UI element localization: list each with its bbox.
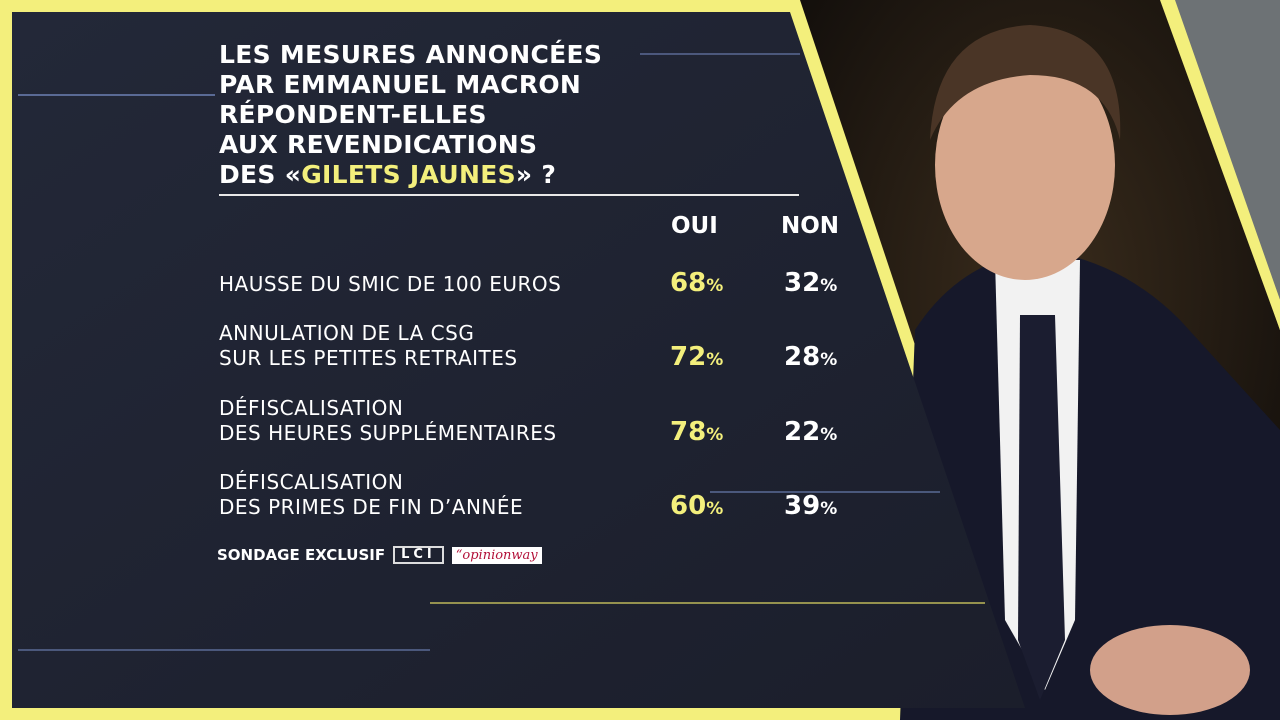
value-oui: 60% (670, 491, 723, 521)
value-number: 32 (784, 268, 821, 298)
row-label: DÉFISCALISATION (219, 470, 404, 494)
value-unit: % (706, 425, 724, 445)
person-photo (900, 25, 1280, 720)
value-number: 68 (670, 268, 707, 298)
divider (219, 194, 799, 196)
footer-label: SONDAGE EXCLUSIF (217, 546, 386, 564)
value-oui: 72% (670, 342, 723, 372)
value-number: 28 (784, 342, 821, 372)
value-oui: 78% (670, 417, 723, 447)
lci-logo: LCI (393, 546, 444, 564)
row-label: SUR LES PETITES RETRAITES (219, 346, 518, 370)
column-header-non: NON (781, 213, 840, 239)
value-non: 32% (784, 268, 837, 298)
column-header-oui: OUI (671, 213, 718, 239)
panel (12, 12, 1025, 708)
row-label: DES HEURES SUPPLÉMENTAIRES (219, 421, 557, 445)
value-number: 78 (670, 417, 707, 447)
accent-stripe (1160, 0, 1280, 330)
headline-line: PAR EMMANUEL MACRON (219, 70, 582, 99)
headline-text: DES « (219, 160, 302, 189)
value-non: 28% (784, 342, 837, 372)
value-unit: % (820, 499, 838, 519)
value-non: 39% (784, 491, 837, 521)
value-unit: % (820, 350, 838, 370)
value-number: 39 (784, 491, 821, 521)
row-label: DES PRIMES DE FIN D’ANNÉE (219, 495, 524, 519)
row-label: ANNULATION DE LA CSG (219, 321, 475, 345)
headline-highlight: GILETS JAUNES (301, 160, 516, 189)
footer: SONDAGE EXCLUSIF LCI “opinionway (217, 546, 542, 564)
value-unit: % (706, 276, 724, 296)
headline-line: LES MESURES ANNONCÉES (219, 40, 603, 69)
row-label: HAUSSE DU SMIC DE 100 EUROS (219, 272, 562, 296)
value-unit: % (820, 276, 838, 296)
value-unit: % (706, 350, 724, 370)
value-unit: % (820, 425, 838, 445)
value-non: 22% (784, 417, 837, 447)
headline-line: DES «GILETS JAUNES» ? (219, 160, 602, 190)
headline-text: » ? (515, 160, 557, 189)
headline: LES MESURES ANNONCÉES PAR EMMANUEL MACRO… (219, 40, 602, 190)
headline-line: RÉPONDENT-ELLES (219, 100, 487, 129)
value-number: 22 (784, 417, 821, 447)
value-unit: % (706, 499, 724, 519)
headline-line: AUX REVENDICATIONS (219, 130, 538, 159)
value-number: 60 (670, 491, 707, 521)
value-oui: 68% (670, 268, 723, 298)
value-number: 72 (670, 342, 707, 372)
opinionway-logo: “opinionway (451, 546, 542, 564)
row-label: DÉFISCALISATION (219, 396, 404, 420)
